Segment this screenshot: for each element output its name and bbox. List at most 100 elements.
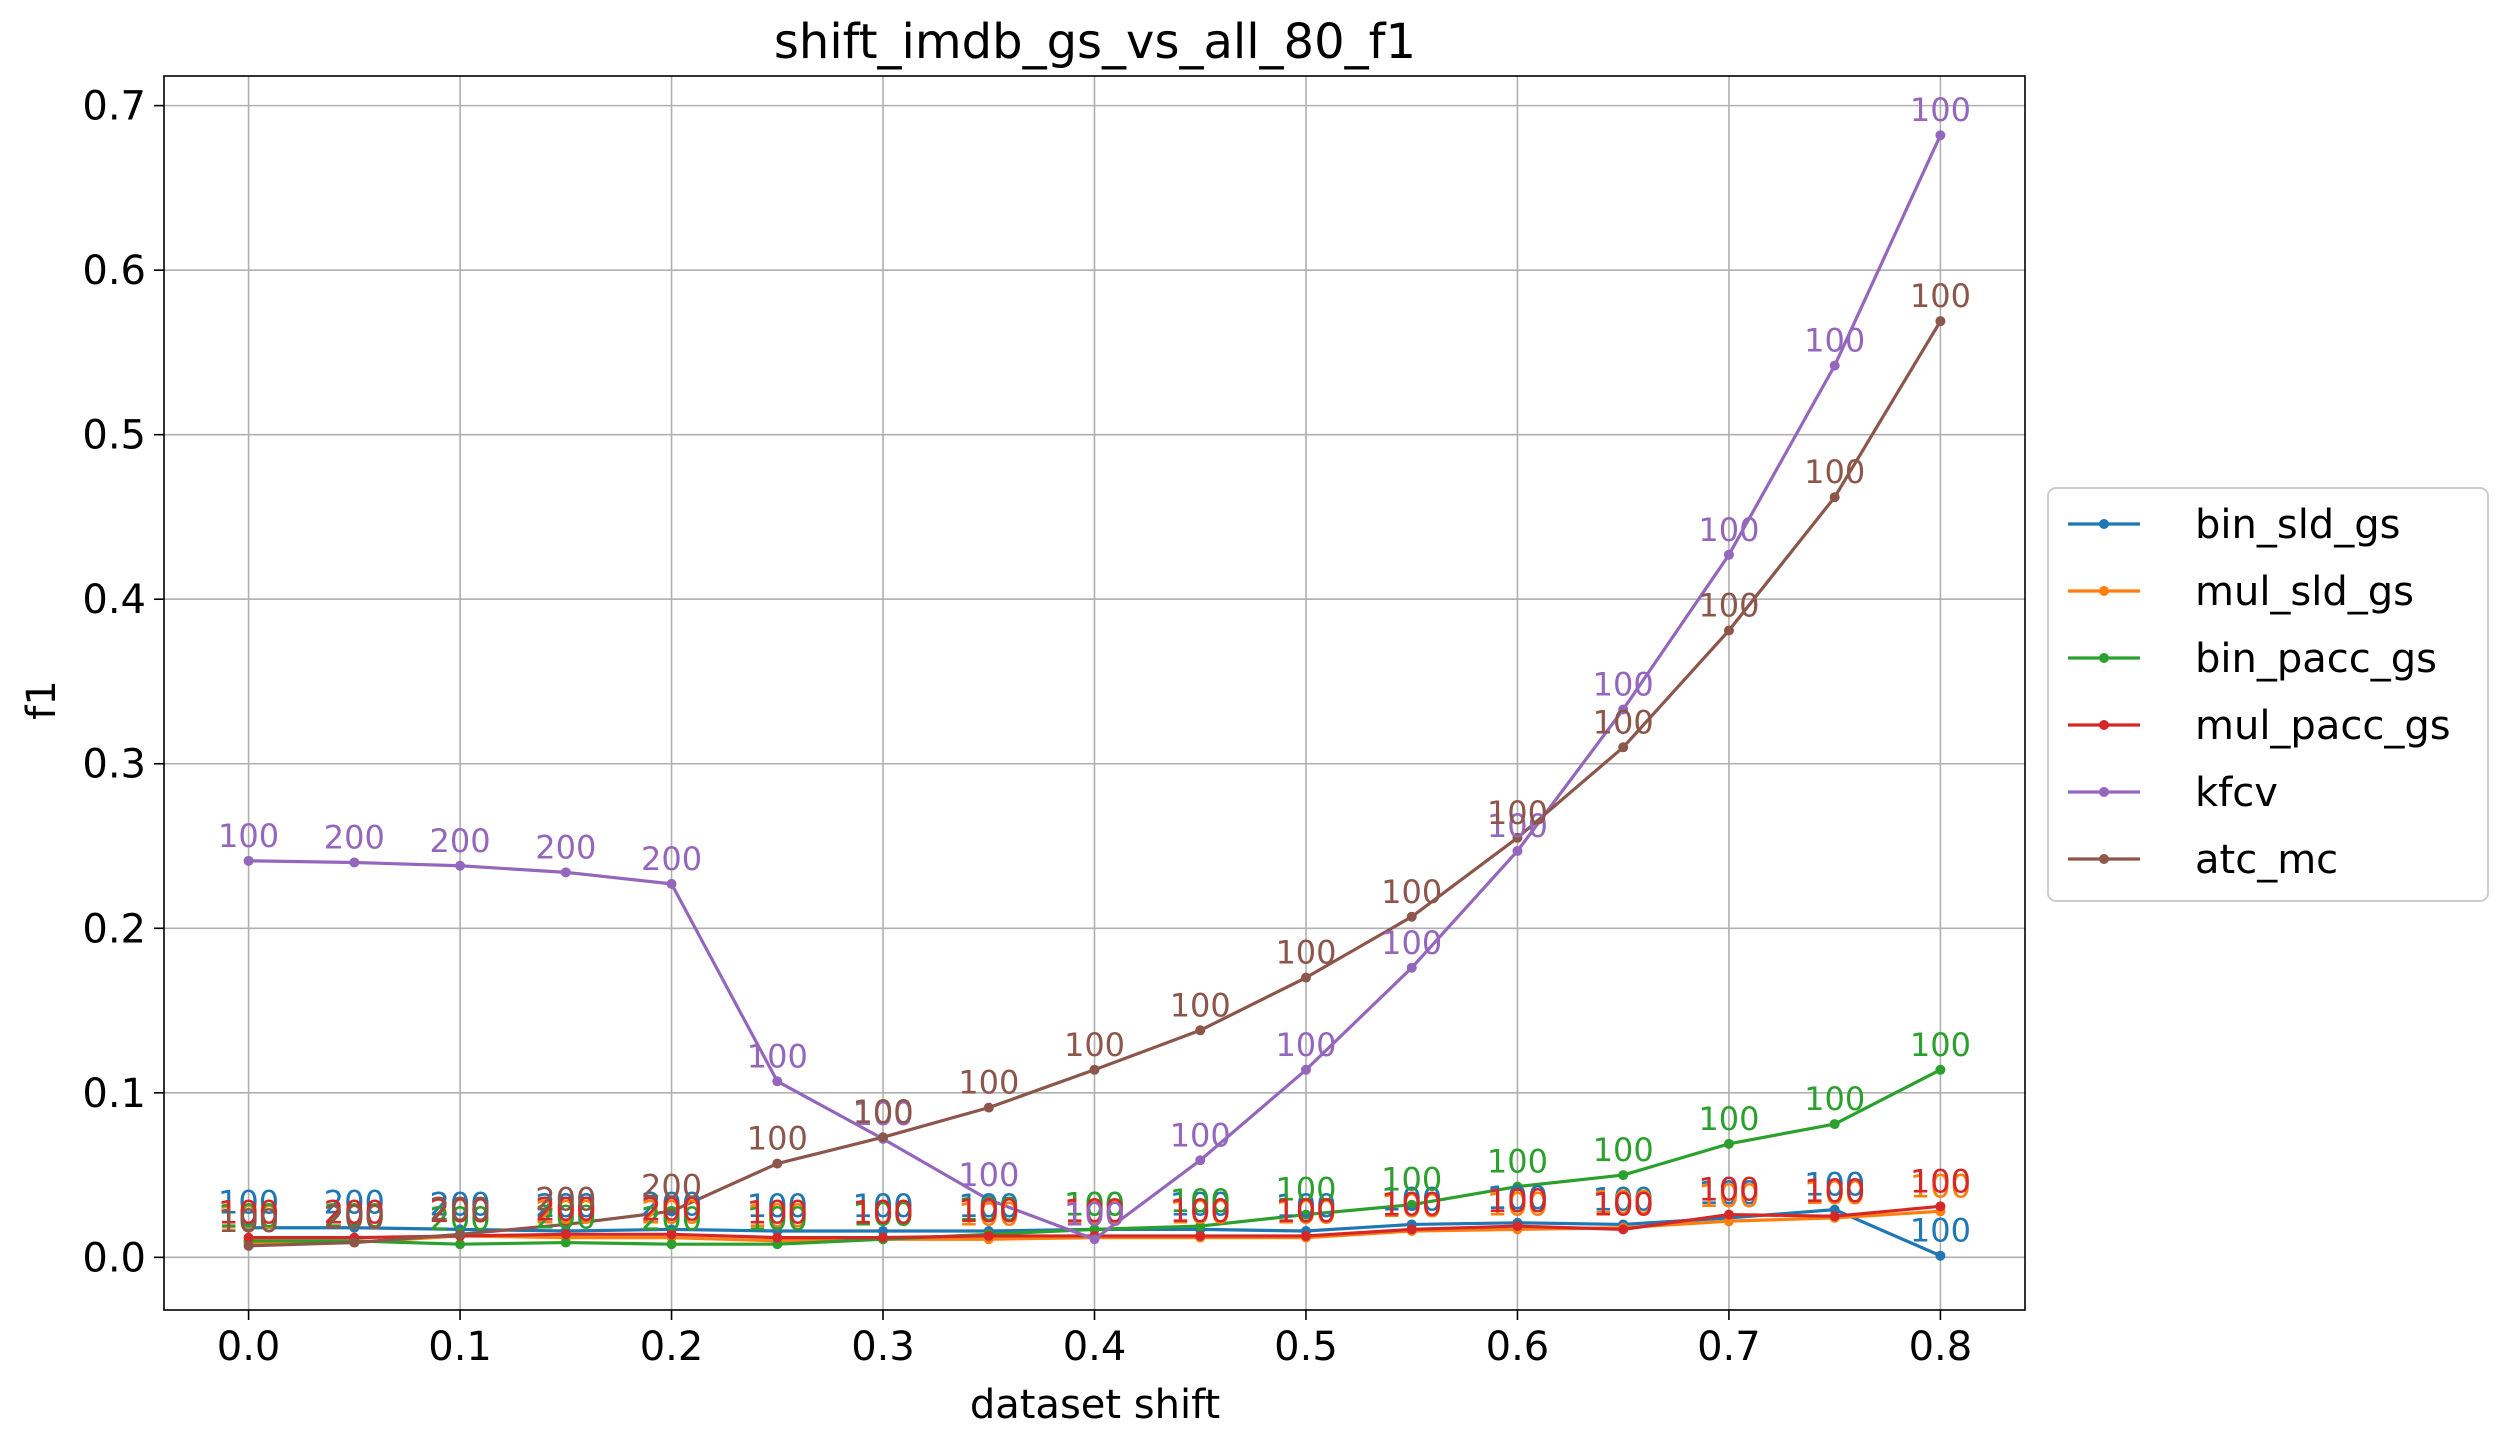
data-label: 200 bbox=[641, 1190, 702, 1228]
data-label: 100 bbox=[958, 1192, 1019, 1230]
data-point bbox=[243, 855, 254, 866]
data-label: 200 bbox=[324, 1199, 385, 1237]
legend-marker bbox=[2099, 519, 2109, 529]
data-point bbox=[243, 1222, 254, 1233]
data-point bbox=[349, 857, 360, 868]
legend-label: atc_mc bbox=[2195, 837, 2338, 883]
data-point bbox=[983, 1230, 994, 1241]
x-tick-label: 0.2 bbox=[640, 1324, 704, 1370]
data-point bbox=[349, 1222, 360, 1233]
data-point bbox=[1195, 1221, 1206, 1232]
data-point bbox=[1406, 1224, 1417, 1235]
data-point bbox=[243, 1232, 254, 1243]
y-axis-label: f1 bbox=[19, 680, 65, 720]
data-point bbox=[1406, 911, 1417, 922]
data-label: 100 bbox=[1064, 1185, 1125, 1223]
x-tick-label: 0.5 bbox=[1274, 1324, 1338, 1370]
x-tick-label: 0.8 bbox=[1909, 1324, 1973, 1370]
data-point bbox=[1195, 1025, 1206, 1036]
grid-lines bbox=[164, 76, 2025, 1310]
data-point bbox=[1618, 1170, 1629, 1181]
data-point bbox=[1512, 845, 1523, 856]
data-point bbox=[666, 878, 677, 889]
legend-label: bin_pacc_gs bbox=[2195, 636, 2437, 682]
data-label: 100 bbox=[1487, 1179, 1548, 1217]
data-label: 100 bbox=[1170, 1182, 1231, 1220]
legend-marker bbox=[2099, 787, 2109, 797]
data-label: 200 bbox=[430, 1185, 491, 1223]
data-label: 200 bbox=[430, 1192, 491, 1230]
data-label: 100 bbox=[1910, 277, 1971, 315]
data-point bbox=[1723, 1138, 1734, 1149]
data-label: 100 bbox=[852, 1194, 913, 1232]
data-label: 100 bbox=[958, 1156, 1019, 1194]
data-label: 200 bbox=[324, 1199, 385, 1237]
data-point bbox=[1300, 972, 1311, 983]
data-point bbox=[1723, 549, 1734, 560]
data-label: 200 bbox=[641, 1200, 702, 1238]
legend-item: kfcv bbox=[2068, 770, 2278, 816]
data-label: 100 bbox=[1487, 807, 1548, 845]
data-point bbox=[878, 1132, 889, 1143]
data-label: 200 bbox=[535, 1180, 596, 1218]
legend: bin_sld_gs mul_sld_gs bin_pacc_gs mul_pacc_… bbox=[2047, 487, 2489, 902]
series-atc_mc bbox=[243, 316, 1946, 1251]
x-tick-label: 0.4 bbox=[1063, 1324, 1127, 1370]
data-point bbox=[1406, 962, 1417, 973]
data-label: 100 bbox=[1804, 1080, 1865, 1118]
data-label: 100 bbox=[1275, 1187, 1336, 1225]
data-label: 100 bbox=[1381, 873, 1442, 911]
data-label: 100 bbox=[747, 1194, 808, 1232]
data-point bbox=[1618, 742, 1629, 753]
data-point bbox=[1195, 1155, 1206, 1166]
y-tick-label: 0.5 bbox=[82, 413, 146, 459]
data-label: 100 bbox=[852, 1195, 913, 1233]
data-label: 100 bbox=[218, 1184, 279, 1222]
data-label: 100 bbox=[747, 1197, 808, 1235]
data-point bbox=[1089, 1064, 1100, 1075]
y-tick-label: 0.1 bbox=[82, 1071, 146, 1117]
data-point bbox=[1300, 1230, 1311, 1241]
legend-marker bbox=[2099, 854, 2109, 864]
data-label: 100 bbox=[1593, 1185, 1654, 1223]
data-label: 100 bbox=[1593, 1131, 1654, 1169]
data-label: 100 bbox=[1275, 1171, 1336, 1209]
data-label: 100 bbox=[747, 1037, 808, 1075]
data-point bbox=[1723, 1209, 1734, 1220]
data-label: 100 bbox=[1170, 1194, 1231, 1232]
data-point bbox=[1300, 1064, 1311, 1075]
legend-label: kfcv bbox=[2195, 770, 2278, 816]
x-tick-label: 0.1 bbox=[428, 1324, 492, 1370]
data-label: 200 bbox=[641, 1167, 702, 1205]
data-label: 100 bbox=[218, 1199, 279, 1237]
data-label: 100 bbox=[1804, 453, 1865, 491]
data-labels: 100 200 200 200 200 100 100 100 100 100 100 100 100 1… bbox=[218, 91, 1971, 1249]
data-point bbox=[455, 860, 466, 871]
data-point bbox=[666, 1239, 677, 1250]
data-label: 100 bbox=[958, 1064, 1019, 1102]
legend-item: mul_sld_gs bbox=[2068, 569, 2414, 615]
legend-item: mul_pacc_gs bbox=[2068, 703, 2451, 749]
data-label: 100 bbox=[1275, 934, 1336, 972]
data-point bbox=[772, 1158, 783, 1169]
x-tick-label: 0.3 bbox=[851, 1324, 915, 1370]
data-point bbox=[1512, 832, 1523, 843]
data-label: 100 bbox=[958, 1187, 1019, 1225]
data-label: 100 bbox=[1910, 1212, 1971, 1250]
data-label: 100 bbox=[1275, 1194, 1336, 1232]
data-point bbox=[1829, 1211, 1840, 1222]
data-label: 200 bbox=[324, 1197, 385, 1235]
data-label: 100 bbox=[1487, 1182, 1548, 1220]
data-label: 100 bbox=[1804, 322, 1865, 360]
data-label: 200 bbox=[641, 840, 702, 878]
data-label: 100 bbox=[1698, 586, 1759, 624]
data-point bbox=[1935, 316, 1946, 327]
y-tick-label: 0.7 bbox=[82, 84, 146, 130]
data-label: 100 bbox=[218, 1197, 279, 1235]
data-label: 200 bbox=[430, 1192, 491, 1230]
data-label: 100 bbox=[1698, 1177, 1759, 1215]
data-point bbox=[560, 1229, 571, 1240]
data-label: 100 bbox=[1910, 91, 1971, 129]
data-point bbox=[878, 1232, 889, 1243]
